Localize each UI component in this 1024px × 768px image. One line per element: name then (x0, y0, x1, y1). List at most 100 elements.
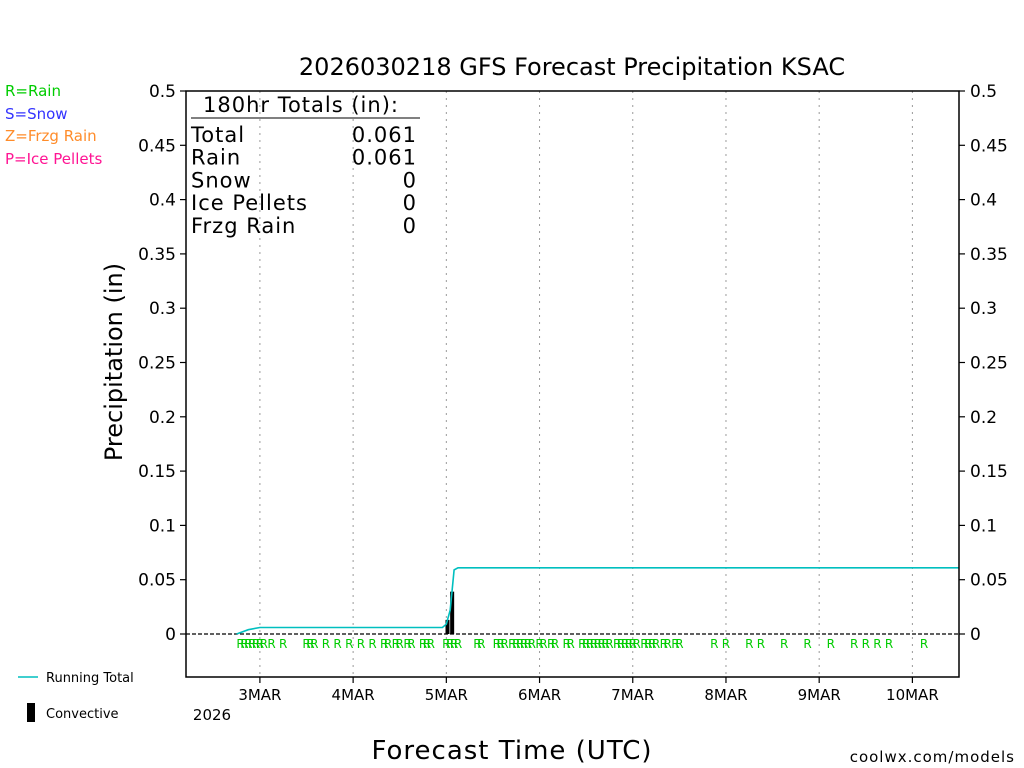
y-tick-label-right: 0.3 (970, 299, 997, 319)
ptype-marker: R (617, 637, 625, 651)
ptype-marker: R (601, 637, 609, 651)
ptype-marker: R (664, 637, 672, 651)
x-tick-label: 4MAR (332, 686, 375, 704)
credit-text: coolwx.com/models (850, 748, 1015, 766)
ptype-marker: R (605, 637, 613, 651)
ptype-marker: R (473, 637, 481, 651)
ptype-marker: R (240, 637, 248, 651)
ptype-marker: R (803, 637, 811, 651)
x-tick-label: 7MAR (611, 686, 654, 704)
totals-rows: Total 0.061 Rain 0.061 Snow 0 Ice Pellets 0 Frzg… (190, 123, 417, 238)
ptype-marker: R (508, 637, 516, 651)
y-tick-label-left: 0 (165, 625, 176, 645)
ptype-marker: R (539, 637, 547, 651)
ptype-marker: R (535, 637, 543, 651)
totals-box: 180hr Totals (in): Total 0.061 Rain 0.061 Sn… (190, 93, 420, 238)
x-tick-label: 5MAR (425, 686, 468, 704)
ptype-marker: R (454, 637, 462, 651)
series-legend: Running Total Convective (18, 671, 134, 722)
ptype-marker: R (780, 637, 788, 651)
ptype-marker: R (403, 637, 411, 651)
running-total-legend-label: Running Total (46, 671, 134, 686)
ptype-marker: R (710, 637, 718, 651)
ptype-legend-frzg-rain: Z=Frzg Rain (5, 127, 97, 145)
ptype-marker: R (384, 637, 392, 651)
convective-legend-swatch (27, 703, 35, 722)
ptype-marker: R (512, 637, 520, 651)
ptype-marker: R (660, 637, 668, 651)
y-tick-label-right: 0.4 (970, 191, 997, 211)
ptype-marker: R (427, 637, 435, 651)
ptype-marker: R (279, 637, 287, 651)
ptype-marker: R (920, 637, 928, 651)
y-tick-label-left: 0.25 (138, 354, 176, 374)
ptype-marker: R (648, 637, 656, 651)
ptype-marker: R (671, 637, 679, 651)
y-tick-label-left: 0.15 (138, 462, 176, 482)
totals-row-value: 0 (403, 214, 417, 238)
ptype-marker: R (302, 637, 310, 651)
ptype-marker: R (306, 637, 314, 651)
ptype-marker: R (236, 637, 244, 651)
ptype-legend: R=Rain S=Snow Z=Frzg Rain P=Ice Pellets (5, 82, 102, 168)
x-tick-label: 8MAR (704, 686, 747, 704)
y-tick-label-left: 0.35 (138, 245, 176, 265)
x-tick-label: 6MAR (518, 686, 561, 704)
ptype-marker: R (450, 637, 458, 651)
ptype-marker: R (446, 637, 454, 651)
y-tick-label-left: 0.2 (149, 408, 176, 428)
ptype-marker: R (625, 637, 633, 651)
ptype-marker: R (621, 637, 629, 651)
convective-bar (445, 619, 450, 634)
ptype-marker: R (524, 637, 532, 651)
ptype-marker: R (419, 637, 427, 651)
x-tick-label: 10MAR (886, 686, 939, 704)
ptype-marker: R (757, 637, 765, 651)
totals-row-label: Ice Pellets (191, 191, 308, 215)
ptype-marker: R (885, 637, 893, 651)
x-axis-year: 2026 (193, 706, 231, 724)
ptype-marker: R (516, 637, 524, 651)
ptype-marker: R (578, 637, 586, 651)
ptype-marker: R (629, 637, 637, 651)
ptype-marker: R (267, 637, 275, 651)
y-tick-label-left: 0.4 (149, 191, 176, 211)
ptype-marker: R (862, 637, 870, 651)
y-tick-label-right: 0.45 (970, 136, 1008, 156)
convective-bars (445, 591, 455, 634)
ptype-marker: R (745, 637, 753, 651)
ptype-marker: R (528, 637, 536, 651)
ptype-marker: R (442, 637, 450, 651)
ptype-marker: R (333, 637, 341, 651)
y-tick-label-right: 0.25 (970, 354, 1008, 374)
ptype-marker: R (873, 637, 881, 651)
totals-header: 180hr Totals (in): (203, 93, 399, 117)
totals-row-value: 0.061 (352, 123, 417, 147)
ptype-marker: R (477, 637, 485, 651)
y-tick-label-left: 0.5 (149, 82, 176, 102)
ptype-marker: R (500, 637, 508, 651)
chart-title: 2026030218 GFS Forecast Precipitation KS… (299, 53, 845, 81)
ptype-marker: R (345, 637, 353, 651)
ptype-marker: R (407, 637, 415, 651)
totals-row-label: Frzg Rain (191, 214, 296, 238)
y-tick-label-right: 0.35 (970, 245, 1008, 265)
y-tick-label-right: 0.1 (970, 516, 997, 536)
ptype-marker: R (632, 637, 640, 651)
ptype-marker: R (652, 637, 660, 651)
ptype-legend-rain: R=Rain (5, 82, 61, 100)
ptype-marker: R (551, 637, 559, 651)
ptype-marker: R (613, 637, 621, 651)
ptype-marker: R (586, 637, 594, 651)
y-tick-label-right: 0.15 (970, 462, 1008, 482)
y-tick-label-right: 0 (970, 625, 981, 645)
ptype-marker: R (322, 637, 330, 651)
x-axis-ticks: 3MAR 4MAR 5MAR 6MAR 7MAR 8MAR 9MAR 10MAR (238, 677, 939, 704)
totals-row-label: Snow (191, 168, 252, 192)
ptype-marker: R (260, 637, 268, 651)
y-axis-ticks: 0 00.05 0.050.1 0.10.15 0.150.2 0.20.25 0.250.… (138, 82, 1008, 645)
ptype-marker: R (497, 637, 505, 651)
ptype-marker: R (594, 637, 602, 651)
totals-row-value: 0 (403, 168, 417, 192)
